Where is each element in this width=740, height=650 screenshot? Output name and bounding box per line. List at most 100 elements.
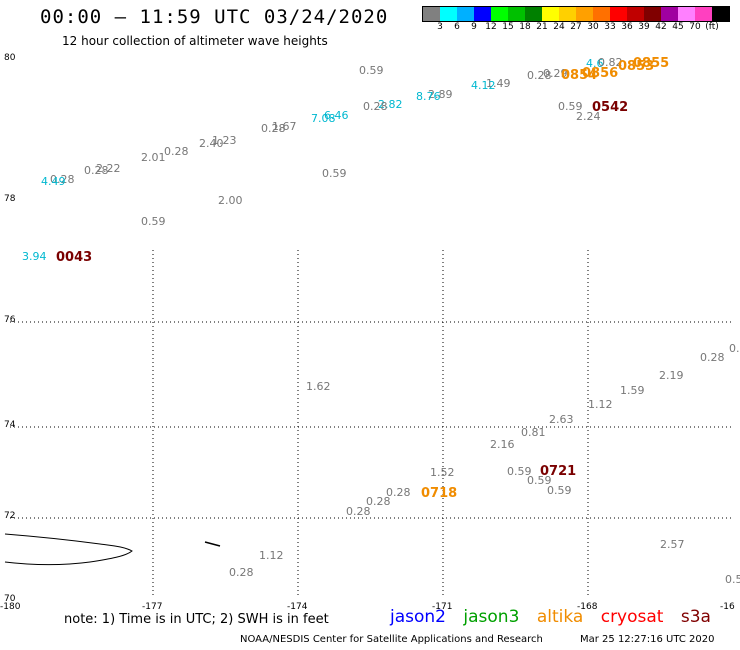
wave-height-label: 1.67 bbox=[272, 120, 297, 133]
lat-label-78: 78 bbox=[4, 194, 16, 204]
scale-label: (ft) bbox=[705, 22, 719, 32]
scale-label: 45 bbox=[672, 22, 684, 32]
lat-label-74: 74 bbox=[4, 420, 16, 430]
lon-label-180: -180 bbox=[0, 602, 21, 612]
wave-height-label: 2.19 bbox=[659, 369, 684, 382]
wave-height-label: 0.28 bbox=[84, 164, 109, 177]
wave-height-label: 0.59 bbox=[322, 167, 347, 180]
scale-swatch bbox=[457, 7, 474, 21]
scale-swatch bbox=[525, 7, 542, 21]
scale-label: 12 bbox=[485, 22, 497, 32]
scale-label: 39 bbox=[638, 22, 650, 32]
wave-height-label: 0. bbox=[729, 342, 740, 355]
wave-height-label: 6.46 bbox=[324, 109, 349, 122]
chart-title: 00:00 – 11:59 UTC 03/24/2020 bbox=[40, 6, 389, 28]
wave-height-label: 0.29 bbox=[543, 67, 568, 80]
pass-time-label: 0721 bbox=[540, 464, 576, 479]
scale-swatch bbox=[474, 7, 491, 21]
scale-label: 30 bbox=[587, 22, 599, 32]
pass-time-label: 0043 bbox=[56, 250, 92, 265]
scale-label: 27 bbox=[570, 22, 582, 32]
legend-altika: altika bbox=[536, 607, 584, 627]
wave-height-label: 0.28 bbox=[164, 145, 189, 158]
scale-swatch bbox=[576, 7, 593, 21]
wave-height-observations: 0.59 0.28 1.49 2.89 8.76 4.12 2.82 0.28 … bbox=[22, 56, 740, 586]
wave-height-label: 2.16 bbox=[490, 438, 515, 451]
wave-height-label: 0.59 bbox=[141, 215, 166, 228]
wave-height-label: 0.28 bbox=[229, 566, 254, 579]
chart-subtitle: 12 hour collection of altimeter wave hei… bbox=[62, 34, 328, 48]
scale-swatch bbox=[593, 7, 610, 21]
lat-label-80: 80 bbox=[4, 53, 16, 63]
wave-height-label: 1.49 bbox=[486, 77, 511, 90]
scale-swatch bbox=[610, 7, 627, 21]
wave-height-label: 0.59 bbox=[359, 64, 384, 77]
lon-label-168: -168 bbox=[577, 602, 598, 612]
lon-label-171: -171 bbox=[432, 602, 452, 612]
scale-label: 36 bbox=[621, 22, 633, 32]
wave-height-label: 0.28 bbox=[700, 351, 725, 364]
legend-jason2: jason2 bbox=[390, 607, 446, 627]
wave-height-label: 3.94 bbox=[22, 250, 47, 263]
graticule bbox=[10, 250, 733, 598]
wave-height-label: 0.81 bbox=[521, 426, 546, 439]
legend-jason3: jason3 bbox=[463, 607, 520, 627]
legend-cryosat: cryosat bbox=[600, 607, 664, 627]
wave-height-label: 4.12 bbox=[471, 79, 496, 92]
credit-line: NOAA/NESDIS Center for Satellite Applica… bbox=[240, 634, 543, 645]
wave-height-label: 4.49 bbox=[41, 175, 66, 188]
satellite-legend: jason2 jason3 altika cryosat s3a bbox=[390, 607, 723, 627]
scale-swatch bbox=[423, 7, 440, 21]
wave-height-label: 2.01 bbox=[141, 151, 166, 164]
scale-swatch bbox=[678, 7, 695, 21]
scale-label: 9 bbox=[471, 22, 477, 32]
wave-height-label: 0.59 bbox=[558, 100, 583, 113]
pass-time-label: 0853 bbox=[618, 59, 654, 74]
pass-time-label: 0718 bbox=[421, 486, 457, 501]
wave-height-label: 8.76 bbox=[416, 90, 441, 103]
scale-swatch bbox=[712, 7, 729, 21]
pass-time-label: 0542 bbox=[592, 100, 628, 115]
wave-height-label: 1.12 bbox=[259, 549, 284, 562]
wave-height-label: 1.59 bbox=[620, 384, 645, 397]
lat-label-76: 76 bbox=[4, 315, 16, 325]
wave-height-label: 2.22 bbox=[96, 162, 121, 175]
wave-height-label: 0.59 bbox=[547, 484, 572, 497]
wave-height-label: 2.40 bbox=[199, 137, 224, 150]
pass-time-label: 0854 bbox=[561, 68, 597, 83]
lon-label-174: -174 bbox=[287, 602, 308, 612]
wave-height-label: 2.82 bbox=[378, 98, 403, 111]
scale-label: 70 bbox=[689, 22, 701, 32]
axis-labels: 80 78 76 74 72 70 -180 -177 -174 -171 -1… bbox=[0, 53, 735, 612]
wave-height-label: 0.28 bbox=[50, 173, 75, 186]
scale-swatch bbox=[491, 7, 508, 21]
scale-swatch bbox=[508, 7, 525, 21]
scale-label: 24 bbox=[553, 22, 565, 32]
coastline-herald-island bbox=[204, 541, 221, 547]
legend-s3a: s3a bbox=[680, 607, 711, 627]
scale-swatch bbox=[440, 7, 457, 21]
wave-height-label: 1.52 bbox=[430, 466, 455, 479]
wave-height-label: 0.28 bbox=[366, 495, 391, 508]
wave-height-label: 0.28 bbox=[261, 122, 286, 135]
scale-label: 42 bbox=[655, 22, 667, 32]
footer-note: note: 1) Time is in UTC; 2) SWH is in fe… bbox=[64, 612, 329, 627]
wave-height-label: 2.63 bbox=[549, 413, 574, 426]
lon-label-177: -177 bbox=[142, 602, 162, 612]
coastline-wrangel-island bbox=[4, 533, 133, 566]
scale-label: 18 bbox=[519, 22, 531, 32]
pass-time-labels: 0542 0043 0721 0718 0855 0856 0853 0854 bbox=[56, 56, 669, 501]
scale-label: 6 bbox=[454, 22, 460, 32]
wave-height-label: 7.08 bbox=[311, 112, 336, 125]
wave-height-label: 1.23 bbox=[212, 134, 237, 147]
pass-time-label: 0855 bbox=[633, 56, 669, 71]
pass-time-label: 0856 bbox=[582, 66, 618, 81]
wave-height-label: 1.12 bbox=[588, 398, 613, 411]
wave-height-label: 0.28 bbox=[527, 69, 552, 82]
scale-label: 15 bbox=[502, 22, 514, 32]
wave-height-label: 0.28 bbox=[363, 100, 388, 113]
wave-height-label: 0.28 bbox=[386, 486, 411, 499]
generation-timestamp: Mar 25 12:27:16 UTC 2020 bbox=[580, 634, 715, 645]
wave-height-label: 1.62 bbox=[306, 380, 331, 393]
